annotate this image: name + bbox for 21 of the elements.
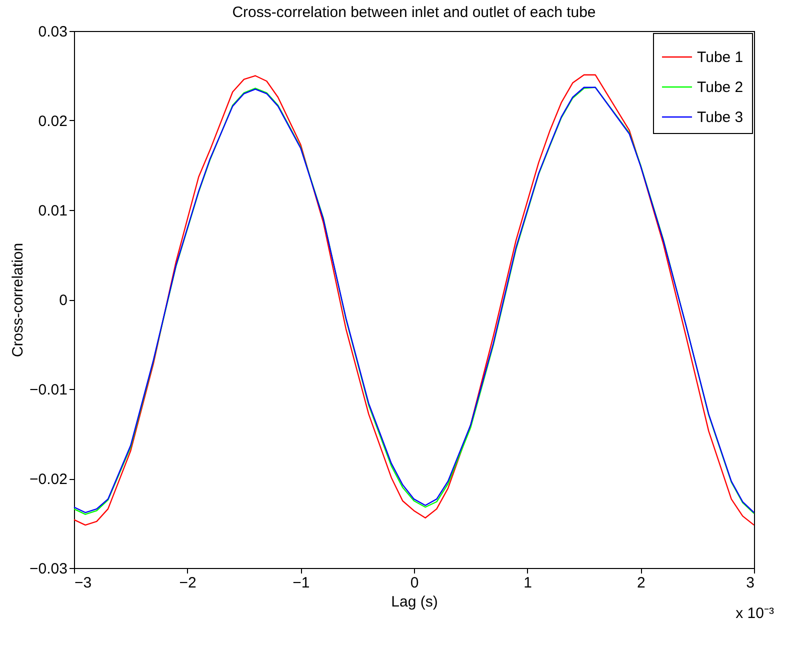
x-tick-label: −3 bbox=[74, 574, 92, 592]
y-tick-label: −0.01 bbox=[30, 382, 68, 398]
x-tick-label: −1 bbox=[292, 574, 310, 592]
text: x 10⁻³ bbox=[736, 605, 774, 622]
legend-label: Tube 1 bbox=[697, 49, 744, 66]
x-tick-label: 3 bbox=[746, 574, 754, 592]
x-tick-label: 0 bbox=[410, 574, 419, 592]
x-tick-label: 2 bbox=[636, 574, 646, 592]
x-tick-label: 1 bbox=[524, 574, 532, 592]
x-tick-label: −2 bbox=[179, 574, 196, 592]
y-axis-title: Cross-correlation bbox=[10, 242, 27, 358]
chart-title: Cross-correlation between inlet and outlet of each tube bbox=[232, 4, 596, 21]
y-tick-label: 0.03 bbox=[38, 24, 68, 40]
y-tick-label: 0.01 bbox=[38, 202, 68, 220]
legend-label: Tube 2 bbox=[697, 79, 744, 96]
y-tick-label: 0.02 bbox=[38, 113, 68, 130]
x-axis-title: Lag (s) bbox=[391, 594, 438, 610]
y-tick-label: −0.02 bbox=[30, 471, 68, 488]
y-tick-label: −0.03 bbox=[30, 560, 68, 578]
y-tick-label: 0 bbox=[59, 292, 68, 309]
legend-label: Tube 3 bbox=[697, 109, 744, 126]
